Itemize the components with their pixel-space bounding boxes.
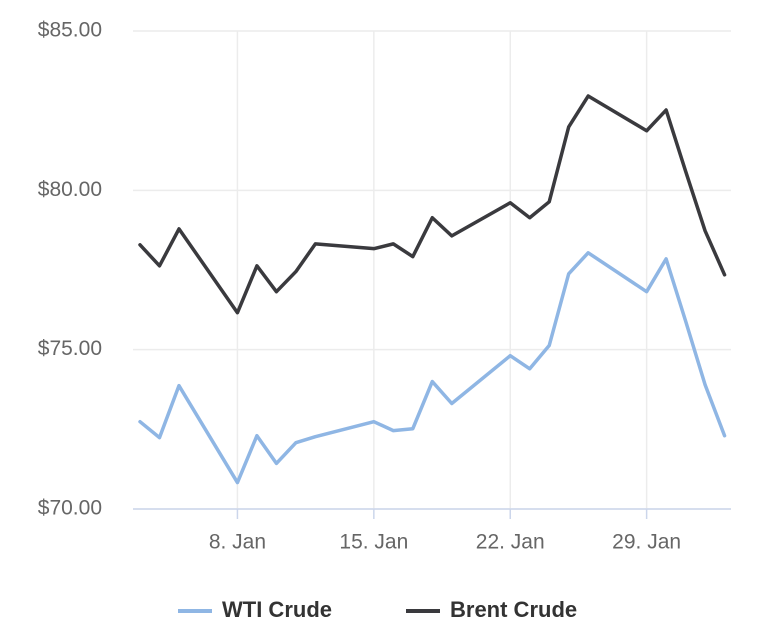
y-tick-label: $80.00 [38, 178, 102, 201]
x-tick-label: 29. Jan [612, 531, 681, 554]
y-tick-label: $85.00 [38, 19, 102, 42]
legend-label: Brent Crude [450, 597, 577, 622]
x-tick-label: 8. Jan [209, 531, 266, 554]
x-tick-label: 15. Jan [339, 531, 408, 554]
y-tick-label: $70.00 [38, 497, 102, 520]
legend-label: WTI Crude [222, 597, 332, 622]
x-tick-label: 22. Jan [476, 531, 545, 554]
y-tick-label: $75.00 [38, 337, 102, 360]
series-line [138, 94, 727, 315]
series-line [138, 251, 727, 485]
